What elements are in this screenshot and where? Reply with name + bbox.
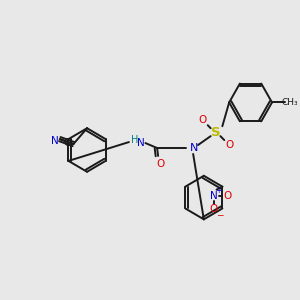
Text: N: N	[51, 136, 59, 146]
Text: O: O	[209, 204, 218, 214]
Text: O: O	[225, 140, 233, 150]
Text: C: C	[63, 138, 70, 148]
Text: N: N	[137, 138, 145, 148]
Text: N: N	[210, 190, 218, 201]
Text: O: O	[156, 159, 164, 169]
Text: O: O	[199, 115, 207, 125]
Text: O: O	[223, 190, 231, 201]
Text: CH₃: CH₃	[281, 98, 298, 107]
Text: −: −	[216, 210, 223, 219]
Text: H: H	[131, 135, 138, 145]
Text: N: N	[190, 143, 198, 153]
Text: S: S	[211, 126, 220, 139]
Text: +: +	[215, 186, 222, 195]
